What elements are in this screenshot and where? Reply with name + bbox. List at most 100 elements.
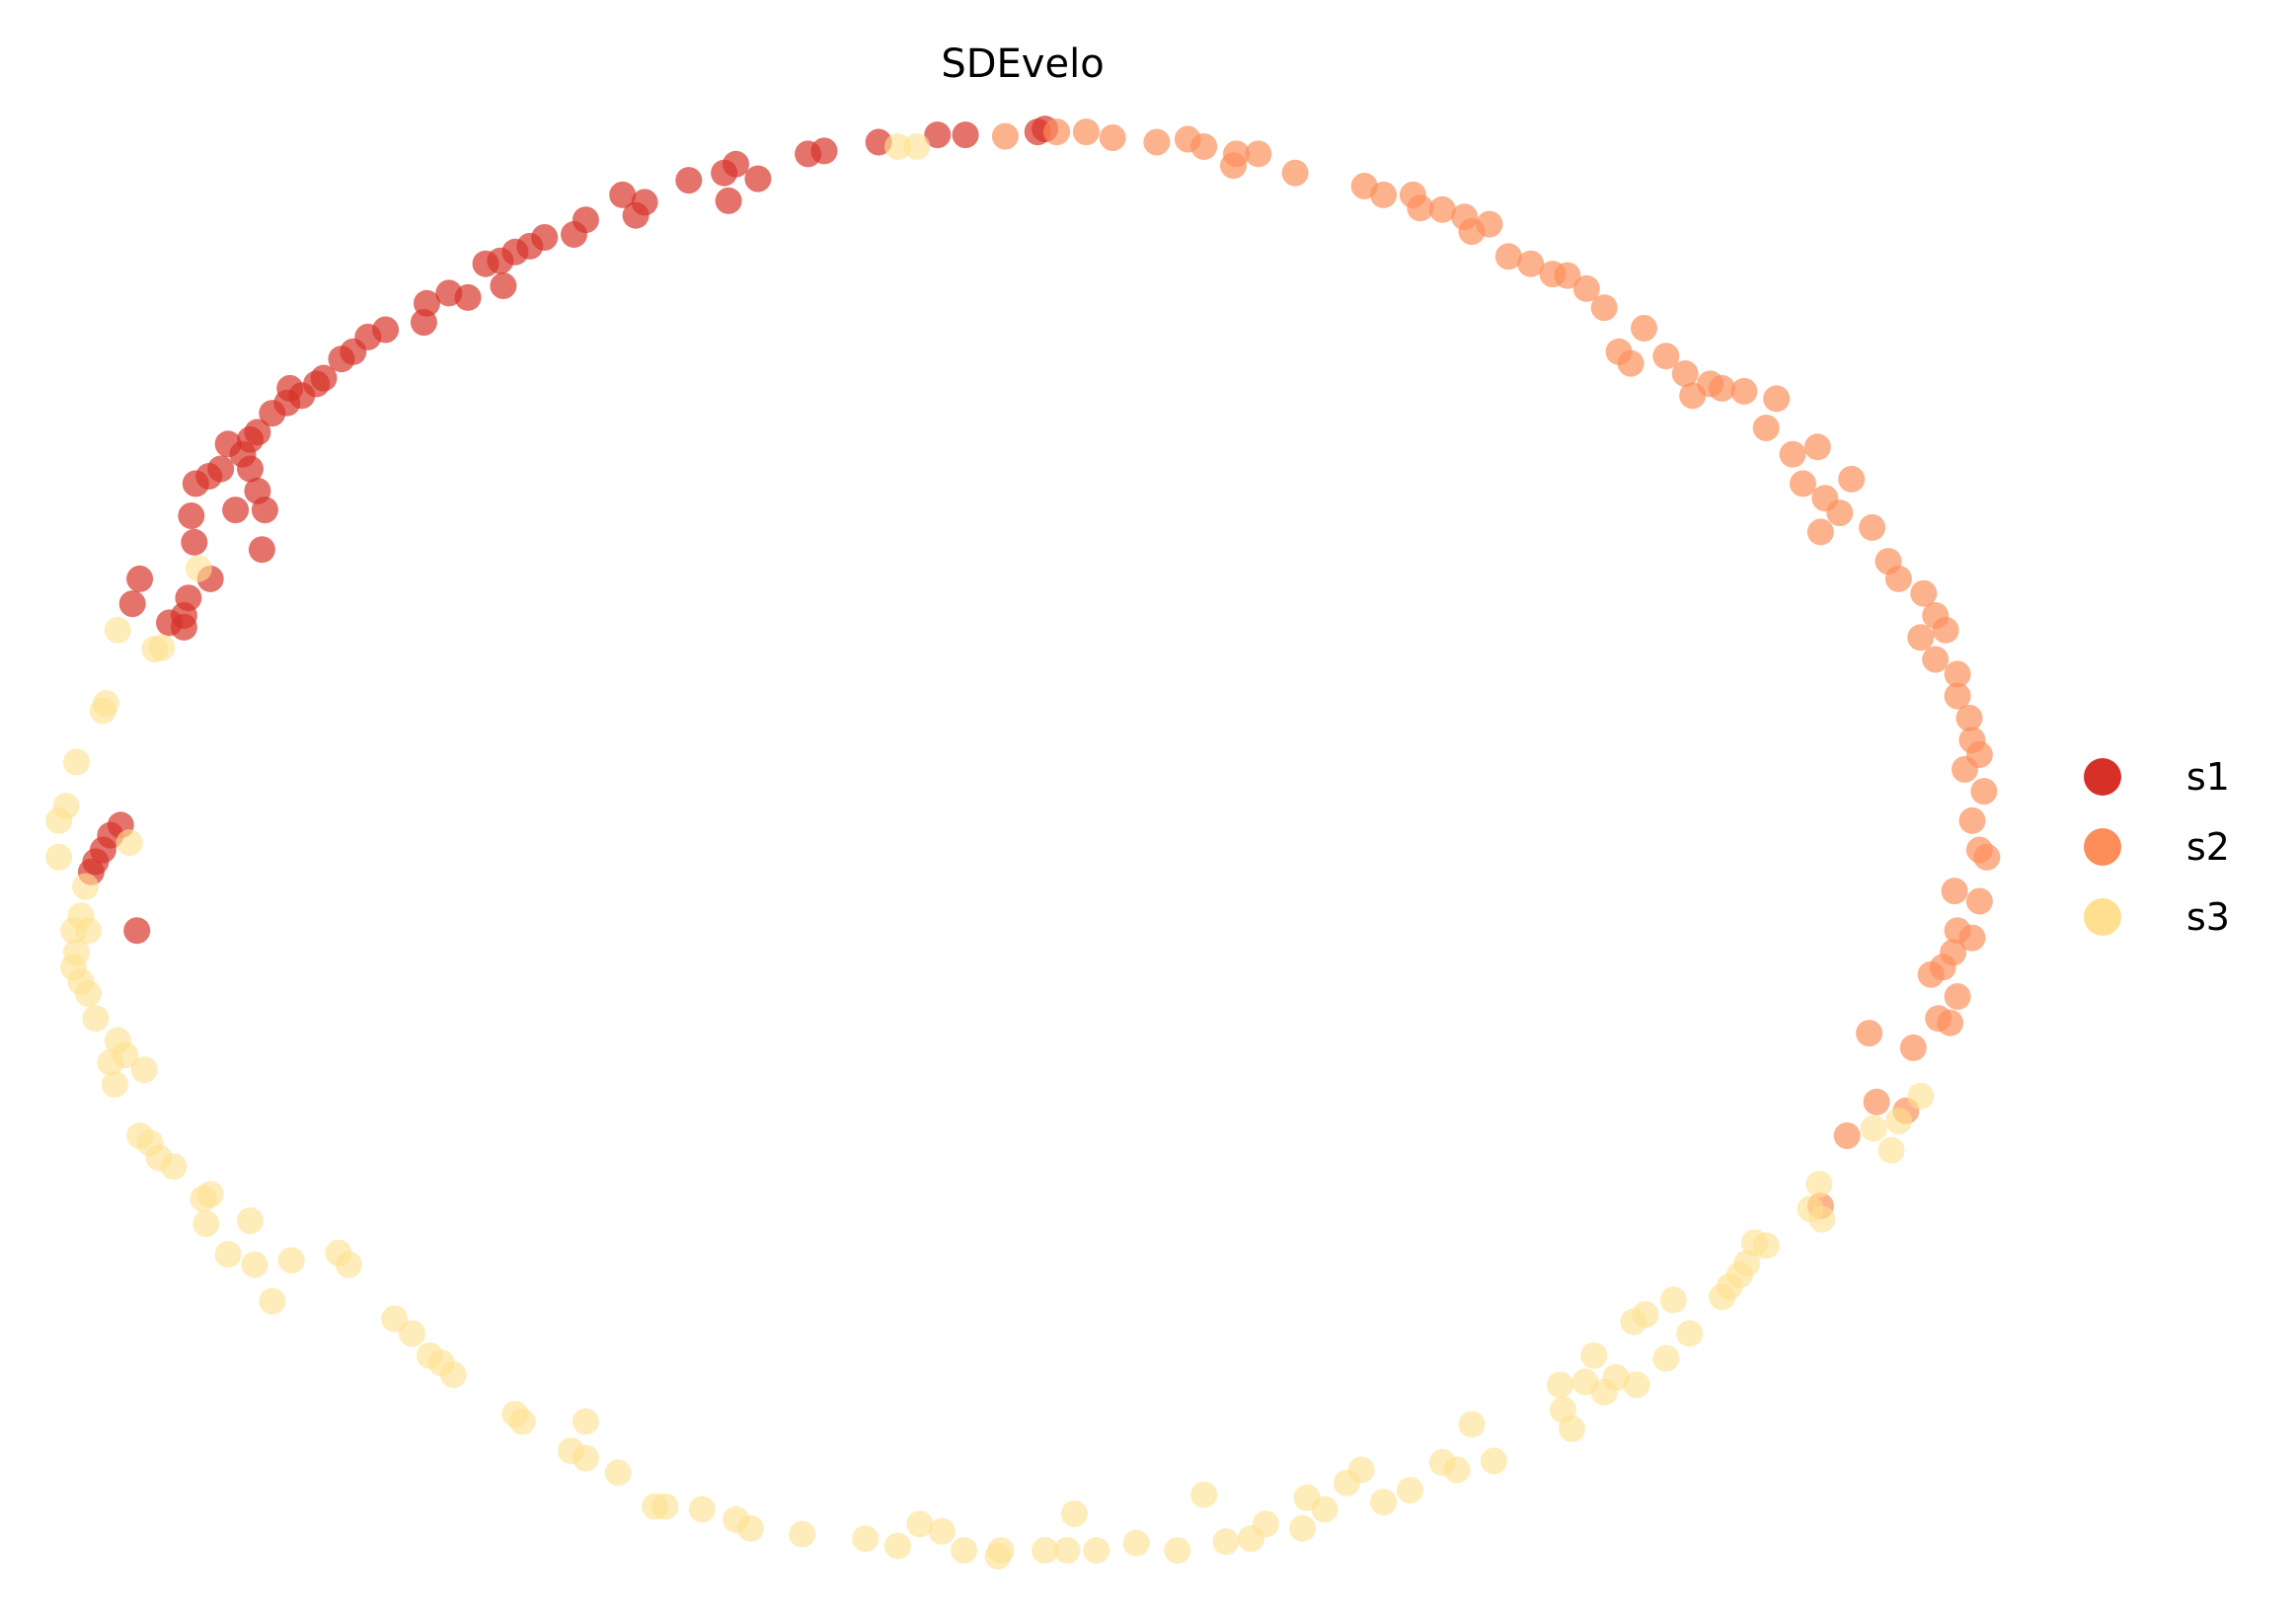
point-s2 [1907, 624, 1935, 652]
point-s3 [148, 634, 176, 661]
point-s3 [1289, 1514, 1317, 1542]
point-s1 [561, 221, 587, 248]
legend-label-s2: s2 [2186, 825, 2230, 869]
point-s2 [1572, 274, 1600, 302]
chart-title: SDEvelo [941, 41, 1104, 87]
point-s2 [1245, 140, 1272, 168]
point-s3 [789, 1520, 816, 1548]
point-s2 [1826, 499, 1854, 527]
point-s3 [277, 1247, 305, 1274]
point-s3 [1860, 1114, 1887, 1142]
point-s1 [182, 470, 209, 498]
point-s2 [1899, 1034, 1927, 1061]
legend-marker-s2 [2084, 828, 2121, 866]
point-s3 [987, 1537, 1015, 1565]
point-s3 [1083, 1537, 1110, 1565]
point-s3 [439, 1361, 467, 1388]
point-s3 [72, 873, 99, 900]
point-s1 [810, 137, 838, 165]
point-s3 [736, 1514, 764, 1542]
point-s1 [711, 159, 738, 187]
point-s3 [688, 1496, 716, 1523]
point-s3 [214, 1241, 242, 1268]
point-s2 [1944, 682, 1971, 710]
point-s2 [1752, 415, 1780, 441]
point-s1 [126, 565, 154, 592]
point-s3 [335, 1251, 362, 1278]
point-s3 [928, 1517, 956, 1545]
point-s2 [1856, 1020, 1883, 1047]
point-s3 [903, 133, 931, 160]
point-s3 [884, 133, 911, 160]
point-s2 [1671, 360, 1699, 387]
point-s3 [1602, 1363, 1630, 1391]
point-s1 [924, 121, 952, 149]
point-s3 [1311, 1496, 1339, 1523]
point-s3 [1458, 1411, 1486, 1438]
point-s3 [237, 1207, 264, 1235]
point-s3 [1676, 1320, 1704, 1347]
point-s1 [118, 590, 146, 618]
point-s2 [1970, 778, 1998, 806]
point-s3 [1623, 1371, 1650, 1399]
point-s3 [1252, 1510, 1279, 1538]
point-s3 [1632, 1301, 1659, 1329]
point-s2 [1806, 518, 1834, 546]
point-s3 [1580, 1342, 1608, 1369]
point-s3 [115, 829, 143, 857]
point-s1 [181, 528, 208, 556]
point-s2 [1965, 887, 1993, 915]
point-s3 [192, 1210, 220, 1238]
point-s3 [1733, 1250, 1761, 1277]
points-layer [45, 115, 2001, 1570]
point-s1 [631, 189, 658, 216]
point-s1 [472, 250, 499, 277]
point-s2 [1859, 513, 1886, 541]
point-s2 [1652, 343, 1680, 370]
point-s3 [1347, 1456, 1375, 1484]
point-s3 [1558, 1415, 1585, 1442]
point-s3 [572, 1444, 599, 1472]
point-s2 [1833, 1122, 1861, 1149]
point-s2 [1428, 195, 1456, 223]
point-s3 [1752, 1232, 1780, 1260]
point-s2 [1763, 385, 1791, 413]
point-s3 [45, 806, 73, 834]
point-s2 [1617, 349, 1645, 377]
point-s2 [1476, 210, 1503, 238]
point-s2 [1790, 470, 1816, 498]
point-s2 [1944, 983, 1971, 1010]
point-s3 [1480, 1447, 1507, 1475]
point-s1 [237, 455, 264, 483]
point-s3 [1212, 1528, 1240, 1556]
legend-label-s1: s1 [2186, 755, 2230, 799]
point-s3 [951, 1537, 978, 1565]
point-s1 [715, 187, 742, 214]
point-s1 [248, 536, 275, 564]
point-s3 [1907, 1082, 1935, 1110]
point-s2 [1958, 806, 1986, 834]
point-s3 [1805, 1171, 1833, 1197]
point-s3 [508, 1408, 536, 1435]
point-s2 [1932, 616, 1959, 644]
point-s3 [97, 1048, 124, 1076]
point-s2 [1917, 960, 1945, 988]
point-s3 [1370, 1489, 1398, 1516]
point-s3 [399, 1320, 425, 1347]
point-s3 [1443, 1456, 1471, 1484]
point-s3 [1884, 1108, 1912, 1135]
point-s3 [75, 917, 102, 945]
point-s2 [1099, 124, 1126, 151]
point-s2 [1631, 315, 1657, 342]
legend-label-s3: s3 [2186, 895, 2230, 939]
point-s1 [251, 497, 278, 524]
point-s3 [101, 1071, 128, 1098]
point-s2 [1281, 159, 1309, 187]
point-s2 [1590, 294, 1618, 322]
point-s1 [170, 613, 197, 641]
point-s1 [609, 181, 637, 208]
point-s3 [1659, 1286, 1687, 1314]
point-s1 [744, 165, 772, 192]
point-s2 [1220, 152, 1247, 180]
